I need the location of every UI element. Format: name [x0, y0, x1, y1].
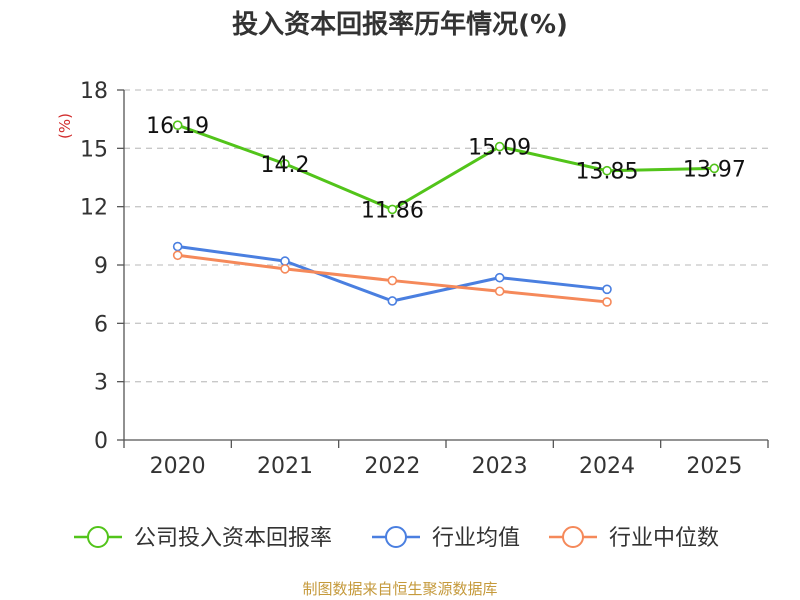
data-point[interactable]: [602, 297, 612, 307]
data-point[interactable]: [280, 256, 290, 266]
y-axis-unit: (%): [56, 113, 74, 139]
data-point[interactable]: [602, 284, 612, 295]
y-tick-label: 9: [94, 254, 108, 279]
series-line: [177, 123, 715, 211]
x-tick-label: 2022: [364, 454, 420, 479]
legend-marker[interactable]: [87, 526, 109, 548]
legend-label[interactable]: 公司投入资本回报率: [134, 526, 332, 551]
x-tick-label: 2021: [257, 454, 313, 479]
y-tick-label: 12: [80, 196, 108, 221]
data-point[interactable]: [172, 250, 183, 261]
data-point[interactable]: [494, 272, 505, 283]
series-line: [177, 245, 608, 303]
data-point[interactable]: [387, 296, 398, 306]
data-label: 13.97: [683, 157, 746, 182]
data-point[interactable]: [709, 163, 720, 174]
source-note: 制图数据来自恒生聚源数据库: [302, 580, 498, 598]
x-tick-label: 2020: [150, 454, 206, 479]
legend-marker[interactable]: [385, 526, 407, 548]
y-tick-label: 3: [94, 371, 108, 396]
chart-title: 投入资本回报率历年情况(%): [232, 10, 568, 40]
data-point[interactable]: [387, 275, 398, 286]
data-point[interactable]: [602, 165, 612, 176]
data-point[interactable]: [172, 120, 183, 130]
data-label: 14.2: [261, 153, 310, 178]
data-label: 15.09: [468, 136, 531, 161]
data-point[interactable]: [172, 241, 183, 252]
y-tick-label: 6: [94, 312, 108, 337]
x-tick-label: 2024: [579, 454, 635, 479]
data-point[interactable]: [494, 286, 505, 297]
data-label: 11.86: [361, 198, 424, 223]
data-point[interactable]: [494, 141, 505, 152]
data-point[interactable]: [387, 204, 398, 215]
legend-label[interactable]: 行业中位数: [609, 526, 719, 551]
y-tick-label: 0: [94, 429, 108, 454]
legend-label[interactable]: 行业均值: [432, 526, 520, 551]
x-tick-label: 2025: [686, 454, 742, 479]
data-label: 16.19: [146, 114, 209, 139]
legend-marker[interactable]: [562, 526, 584, 548]
y-tick-label: 15: [80, 137, 108, 162]
data-point[interactable]: [280, 264, 290, 274]
y-tick-label: 18: [80, 79, 108, 104]
x-tick-label: 2023: [472, 454, 528, 479]
data-point[interactable]: [280, 159, 290, 169]
data-label: 13.85: [576, 160, 639, 185]
